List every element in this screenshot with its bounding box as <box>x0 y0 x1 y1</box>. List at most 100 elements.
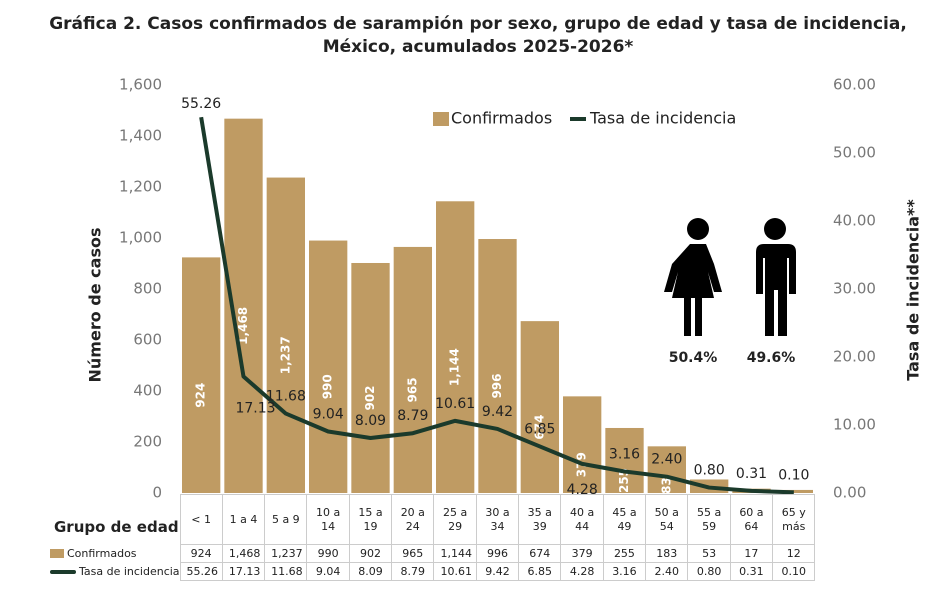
table-cell: 9.42 <box>475 562 520 581</box>
x-tick-label: 55 a 59 <box>687 494 731 545</box>
line-value-label: 0.80 <box>694 463 725 479</box>
bar <box>478 239 517 493</box>
bar-value-label: 255 <box>617 468 631 493</box>
table-cell: 17 <box>729 544 774 563</box>
bar <box>309 240 348 493</box>
table-row-label: Tasa de incidencia <box>50 563 180 581</box>
bar-value-label: 902 <box>363 385 377 410</box>
y-tick-label: 1,600 <box>119 76 162 94</box>
line-value-label: 10.61 <box>435 396 475 412</box>
bar-value-label: 965 <box>405 377 419 402</box>
table-cell: 2.40 <box>645 562 689 581</box>
x-tick-label: 10 a 14 <box>306 494 350 545</box>
table-cell: 0.80 <box>687 562 731 581</box>
table-cell: 255 <box>602 544 647 563</box>
y-tick-label: 400 <box>133 382 162 400</box>
x-tick-label: 30 a 34 <box>475 494 520 545</box>
sex-icons <box>664 218 796 336</box>
y2-tick-label: 60.00 <box>833 76 876 94</box>
table-cell: 183 <box>645 544 689 563</box>
y2-tick-label: 50.00 <box>833 144 876 162</box>
line-value-label: 4.28 <box>567 482 598 498</box>
x-tick-label: 65 y más <box>772 494 816 545</box>
table-cell: 990 <box>306 544 350 563</box>
line-value-label: 55.26 <box>181 96 221 112</box>
y2-tick-label: 10.00 <box>833 416 876 434</box>
legend-label: Tasa de incidencia <box>589 109 736 128</box>
y-tick-label: 1,000 <box>119 229 162 247</box>
line-value-label: 0.10 <box>778 467 809 483</box>
line-value-label: 0.31 <box>736 466 767 482</box>
x-tick-label: 5 a 9 <box>264 494 308 545</box>
bar-value-label: 1,468 <box>236 307 250 345</box>
table-row-name: Confirmados <box>67 546 137 560</box>
table-cell: 8.79 <box>391 562 435 581</box>
y-tick-label: 1,200 <box>119 178 162 196</box>
legend-swatch <box>50 569 76 574</box>
y2-tick-label: 0.00 <box>833 484 866 502</box>
bar <box>436 201 475 493</box>
line-value-label: 9.42 <box>482 404 513 420</box>
y2-tick-label: 40.00 <box>833 212 876 230</box>
table-cell: 53 <box>687 544 731 563</box>
table-cell: 8.09 <box>348 562 393 581</box>
table-row-label: Confirmados <box>50 545 180 563</box>
y-axis-label: Número de casos <box>86 228 105 383</box>
table-cell: 6.85 <box>518 562 562 581</box>
y2-tick-label: 30.00 <box>833 280 876 298</box>
table-cell: 924 <box>179 544 223 563</box>
bar-value-label: 990 <box>321 374 335 399</box>
bar <box>393 246 432 493</box>
bar-value-label: 1,144 <box>448 348 462 386</box>
sex-share-label: 49.6% <box>747 350 796 366</box>
table-cell: 10.61 <box>433 562 477 581</box>
table-cell: 0.10 <box>772 562 816 581</box>
table-cell: 11.68 <box>264 562 308 581</box>
table-cell: 965 <box>391 544 435 563</box>
table-cell: 1,468 <box>221 544 266 563</box>
legend-swatch <box>50 549 64 558</box>
bar-value-label: 924 <box>194 383 208 408</box>
y-tick-label: 1,400 <box>119 127 162 145</box>
bar <box>520 321 559 493</box>
bar <box>351 262 390 493</box>
line-value-label: 8.79 <box>397 408 428 424</box>
x-tick-label: 35 a 39 <box>518 494 562 545</box>
y-tick-label: 600 <box>133 331 162 349</box>
table-cell: 3.16 <box>602 562 647 581</box>
table-cell: 0.31 <box>729 562 774 581</box>
line <box>199 116 794 495</box>
y-tick-label: 0 <box>152 484 162 502</box>
legend-label: Confirmados <box>451 109 552 128</box>
x-tick-label: 40 a 44 <box>560 494 604 545</box>
line-value-label: 9.04 <box>313 407 344 423</box>
x-tick-label: 25 a 29 <box>433 494 477 545</box>
bar <box>563 396 602 493</box>
table-row: Confirmados 924 1,468 1,237 990 902 965 1,144 99… <box>50 544 816 563</box>
table-cell: 674 <box>518 544 562 563</box>
y-tick-label: 200 <box>133 433 162 451</box>
x-tick-label: 60 a 64 <box>729 494 774 545</box>
bar-value-label: 996 <box>490 373 504 398</box>
line-value-label: 2.40 <box>651 452 682 468</box>
table-cell: 17.13 <box>221 562 266 581</box>
line-value-label: 6.85 <box>524 421 555 437</box>
table-cell: 4.28 <box>560 562 604 581</box>
table-cell: 379 <box>560 544 604 563</box>
bar <box>266 177 305 493</box>
y2-tick-label: 20.00 <box>833 348 876 366</box>
bar <box>647 446 686 493</box>
sex-share-label: 50.4% <box>669 350 718 366</box>
x-tick-label: 15 a 19 <box>348 494 393 545</box>
bar <box>182 257 221 493</box>
table-row: Tasa de incidencia 55.26 17.13 11.68 9.04 8.0… <box>50 562 816 581</box>
bar-value-label: 674 <box>532 415 546 440</box>
table-cell: 902 <box>348 544 393 563</box>
table-cell: 996 <box>475 544 520 563</box>
legend-swatch <box>433 112 449 126</box>
y2-axis-label: Tasa de incidencia** <box>904 199 923 381</box>
man-icon <box>756 218 796 336</box>
